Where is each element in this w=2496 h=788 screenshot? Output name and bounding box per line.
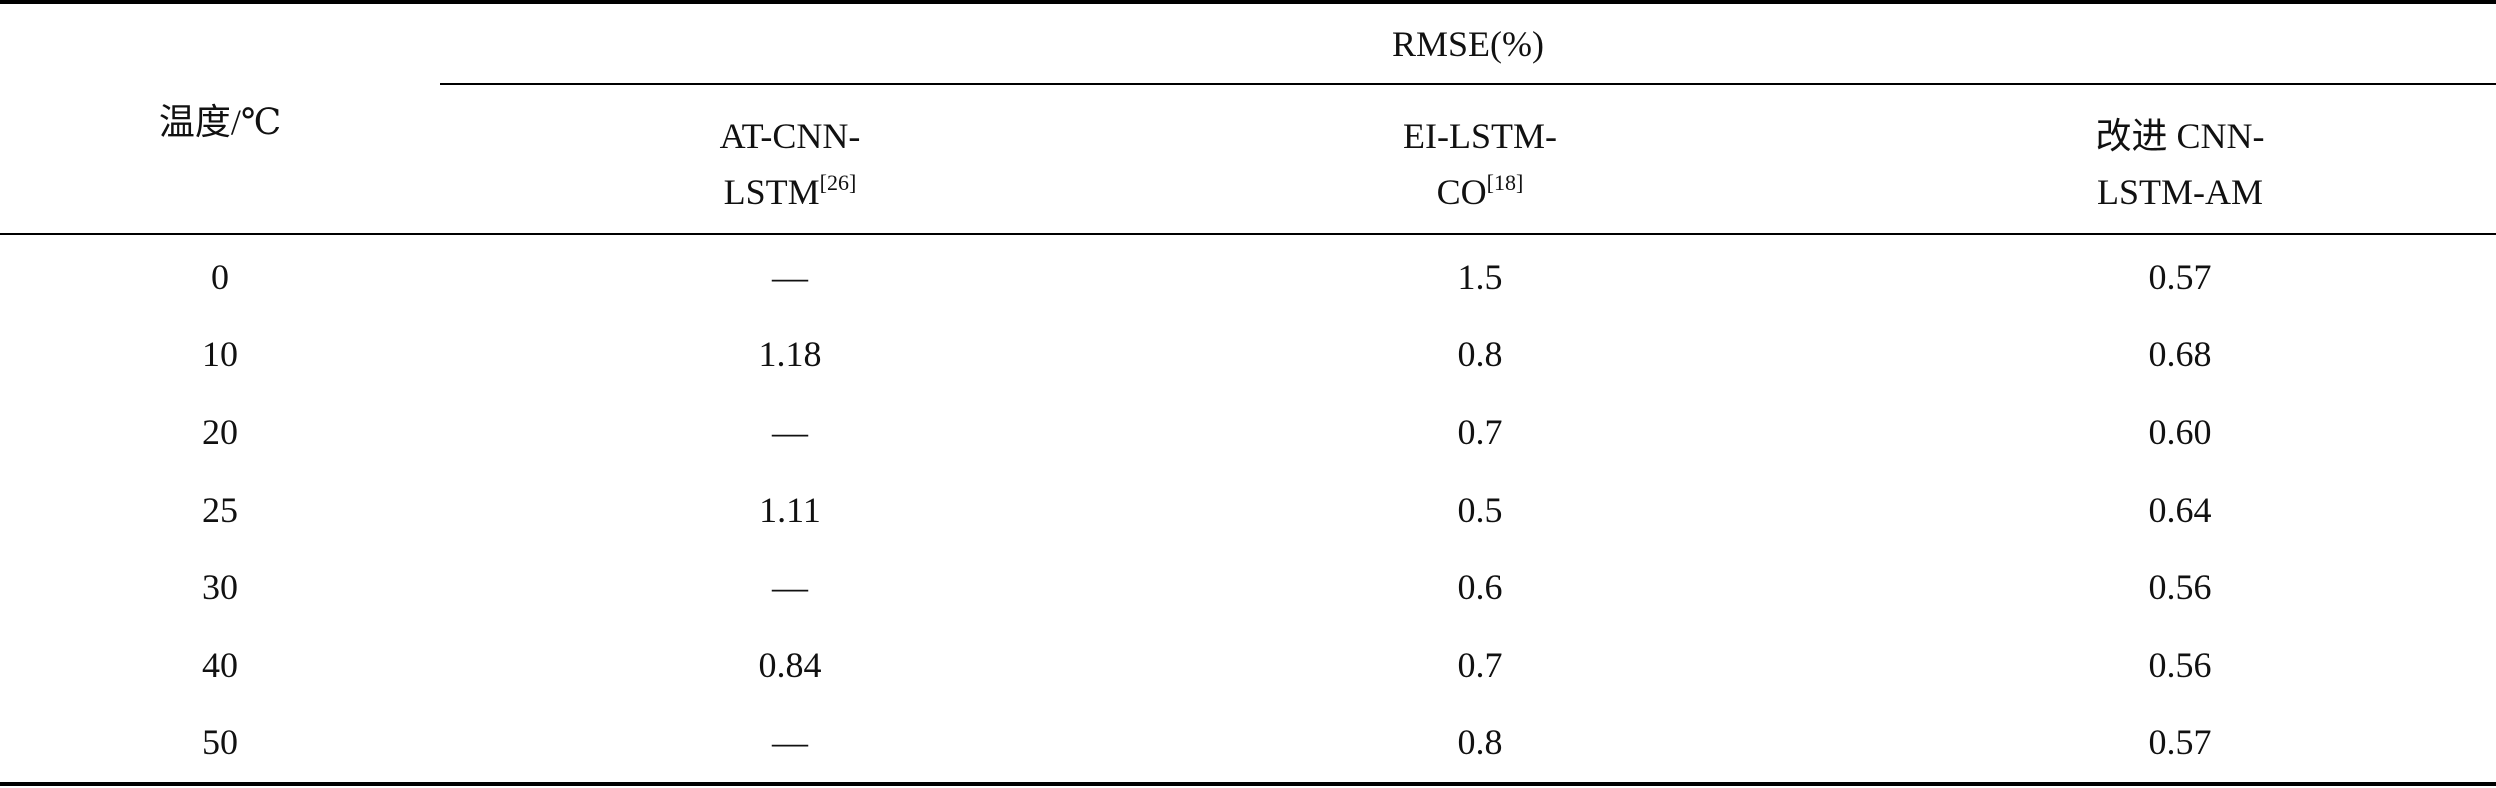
- value-cell: 0.64: [2148, 490, 2212, 530]
- value-cell: —: [772, 722, 808, 762]
- col-header-at-cnn-lstm-line2: LSTM[26]: [480, 168, 1100, 216]
- reference-marker: [26]: [819, 170, 857, 195]
- col-header-line1: 改进 CNN-: [2095, 116, 2265, 156]
- value-cell: 1.18: [758, 334, 822, 374]
- temperature-header: 温度/℃: [158, 102, 282, 142]
- temp-cell: 0: [211, 257, 229, 297]
- col-header-improved-cnn-lstm-am-line2: LSTM-AM: [1880, 168, 2480, 216]
- header-rule: [0, 233, 2496, 235]
- bottom-rule: [0, 782, 2496, 786]
- value-cell: 0.8: [1457, 722, 1503, 762]
- col-header-improved-cnn-lstm-am: 改进 CNN-: [1880, 112, 2480, 160]
- reference-marker: [18]: [1486, 170, 1524, 195]
- temp-cell: 25: [202, 490, 238, 530]
- value-cell: —: [772, 567, 808, 607]
- value-cell: 0.7: [1457, 412, 1503, 452]
- col-header-line1: EI-LSTM-: [1403, 116, 1557, 156]
- value-cell: —: [772, 257, 808, 297]
- col-header-ei-lstm-co-line2: CO[18]: [1170, 168, 1790, 216]
- value-cell: 0.56: [2148, 567, 2212, 607]
- temp-cell: 10: [202, 334, 238, 374]
- col-header-line2: CO: [1436, 172, 1487, 212]
- value-cell: 0.8: [1457, 334, 1503, 374]
- value-cell: —: [772, 412, 808, 452]
- rmse-group-header: RMSE(%): [1392, 24, 1544, 64]
- value-cell: 1.11: [759, 490, 821, 530]
- value-cell: 0.84: [758, 645, 822, 685]
- value-cell: 0.57: [2148, 257, 2212, 297]
- top-rule: [0, 0, 2496, 4]
- col-header-at-cnn-lstm: AT-CNN-: [480, 112, 1100, 160]
- value-cell: 0.60: [2148, 412, 2212, 452]
- col-header-line2: LSTM-AM: [2096, 172, 2263, 212]
- value-cell: 1.5: [1457, 257, 1503, 297]
- temp-cell: 30: [202, 567, 238, 607]
- value-cell: 0.68: [2148, 334, 2212, 374]
- value-cell: 0.57: [2148, 722, 2212, 762]
- group-rule: [440, 83, 2496, 85]
- col-header-line1: AT-CNN-: [719, 116, 861, 156]
- temp-cell: 40: [202, 645, 238, 685]
- temp-cell: 20: [202, 412, 238, 452]
- value-cell: 0.6: [1457, 567, 1503, 607]
- col-header-line2: LSTM: [723, 172, 820, 212]
- value-cell: 0.56: [2148, 645, 2212, 685]
- col-header-ei-lstm-co: EI-LSTM-: [1170, 112, 1790, 160]
- temp-cell: 50: [202, 722, 238, 762]
- value-cell: 0.7: [1457, 645, 1503, 685]
- value-cell: 0.5: [1457, 490, 1503, 530]
